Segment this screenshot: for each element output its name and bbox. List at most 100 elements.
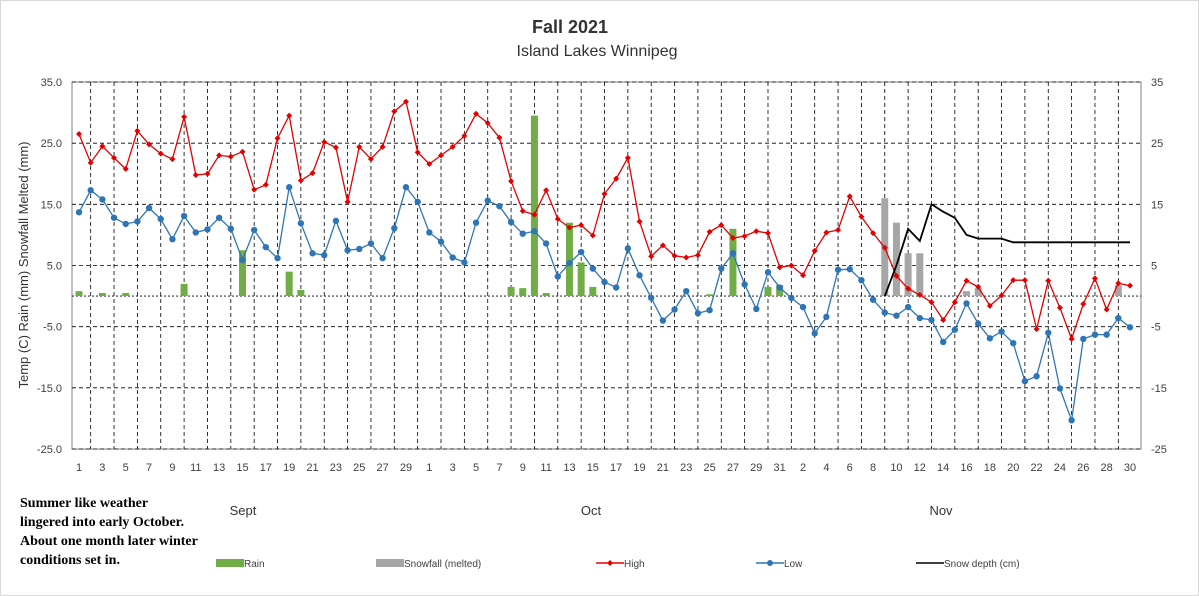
low-point (1080, 335, 1087, 343)
low-point (554, 273, 561, 280)
high-point (227, 153, 234, 160)
high-point (99, 143, 106, 150)
high-point (683, 254, 690, 261)
low-point (904, 303, 912, 311)
y-tick-label-left: 5.0 (47, 261, 62, 273)
low-point (1103, 331, 1110, 338)
high-point (951, 299, 958, 306)
low-point (986, 335, 994, 342)
low-legend-marker (767, 560, 773, 566)
low-point (274, 254, 281, 262)
low-point (601, 278, 608, 286)
high-point (216, 152, 223, 159)
low-point (402, 184, 410, 191)
low-point (612, 284, 620, 291)
low-point (496, 202, 503, 210)
low-point (846, 265, 853, 273)
high-point (157, 150, 164, 157)
low-point (87, 187, 94, 194)
high-point (1115, 280, 1122, 287)
x-tick-label: 7 (496, 462, 502, 474)
low-point (788, 294, 795, 302)
low-point (461, 259, 468, 266)
high-point (893, 272, 900, 279)
low-point (916, 314, 923, 322)
high-point (543, 187, 550, 194)
x-tick-label: 11 (190, 462, 201, 474)
snowfall-bar (974, 288, 982, 297)
low-point (379, 254, 386, 262)
x-tick-label: 20 (1007, 462, 1019, 474)
high-point (286, 112, 293, 119)
low-point (192, 229, 199, 236)
low-point (367, 240, 375, 247)
low-point (928, 316, 935, 324)
low-point (391, 224, 398, 232)
low-point (776, 284, 783, 291)
low-point (706, 306, 713, 314)
x-tick-label: 4 (823, 462, 829, 474)
low-point (1126, 324, 1134, 331)
high-point (204, 170, 211, 177)
x-tick-label: 23 (680, 462, 692, 474)
y-tick-label-right: 5 (1151, 261, 1157, 273)
high-point (554, 216, 561, 223)
x-tick-label: 29 (750, 462, 762, 474)
snowfall-bar (1114, 285, 1122, 297)
high-point (694, 252, 701, 259)
high-point (753, 228, 760, 235)
x-tick-label: 19 (633, 462, 645, 474)
high-point (426, 160, 433, 167)
low-point (671, 306, 678, 313)
x-tick-label: 23 (330, 462, 342, 474)
high-point (274, 135, 281, 142)
high-point (356, 143, 363, 150)
x-tick-label: 25 (703, 462, 715, 474)
high-point (764, 230, 771, 237)
month-label: Nov (929, 503, 953, 518)
low-point (1056, 385, 1064, 392)
low-point (227, 225, 235, 232)
high-point (975, 283, 982, 290)
high-point (846, 193, 853, 200)
low-point (974, 320, 982, 327)
low-point (1068, 417, 1075, 424)
rain-bar (729, 228, 737, 297)
high-point (379, 143, 386, 150)
annotation-note: Summer like weather lingered into early … (20, 494, 220, 570)
low-point (939, 338, 947, 346)
x-tick-label: 30 (1124, 462, 1136, 474)
high-point (589, 232, 596, 239)
x-tick-label: 27 (727, 462, 739, 474)
y-tick-label-left: -5.0 (43, 322, 62, 334)
low-point (426, 229, 433, 236)
high-point (648, 253, 655, 260)
low-point (507, 218, 515, 226)
low-point (449, 254, 456, 261)
y-tick-label-right: -5 (1151, 322, 1161, 334)
legend-label: Snowfall (melted) (404, 559, 481, 570)
low-point (834, 266, 842, 273)
y-tick-label-right: -15 (1151, 383, 1167, 395)
low-point (764, 269, 772, 276)
snowfall-legend-swatch (376, 559, 404, 567)
x-tick-label: 15 (587, 462, 599, 474)
y-tick-label-left: 25.0 (41, 138, 62, 150)
x-tick-label: 11 (540, 462, 551, 474)
x-tick-label: 1 (76, 462, 82, 474)
low-point (1091, 331, 1099, 338)
high-point (671, 252, 678, 259)
high-point (414, 149, 421, 156)
high-point (566, 224, 573, 231)
note-line: lingered into early October. (20, 515, 185, 530)
low-point (472, 219, 480, 226)
high-legend-marker (607, 560, 613, 566)
chart-subtitle: Island Lakes Winnipeg (517, 43, 678, 60)
low-point (718, 265, 725, 272)
high-point (659, 242, 666, 249)
x-tick-label: 26 (1077, 462, 1089, 474)
low-point (99, 196, 106, 203)
rain-bar (285, 271, 293, 297)
rain-bar (122, 293, 130, 297)
low-point (531, 228, 538, 235)
